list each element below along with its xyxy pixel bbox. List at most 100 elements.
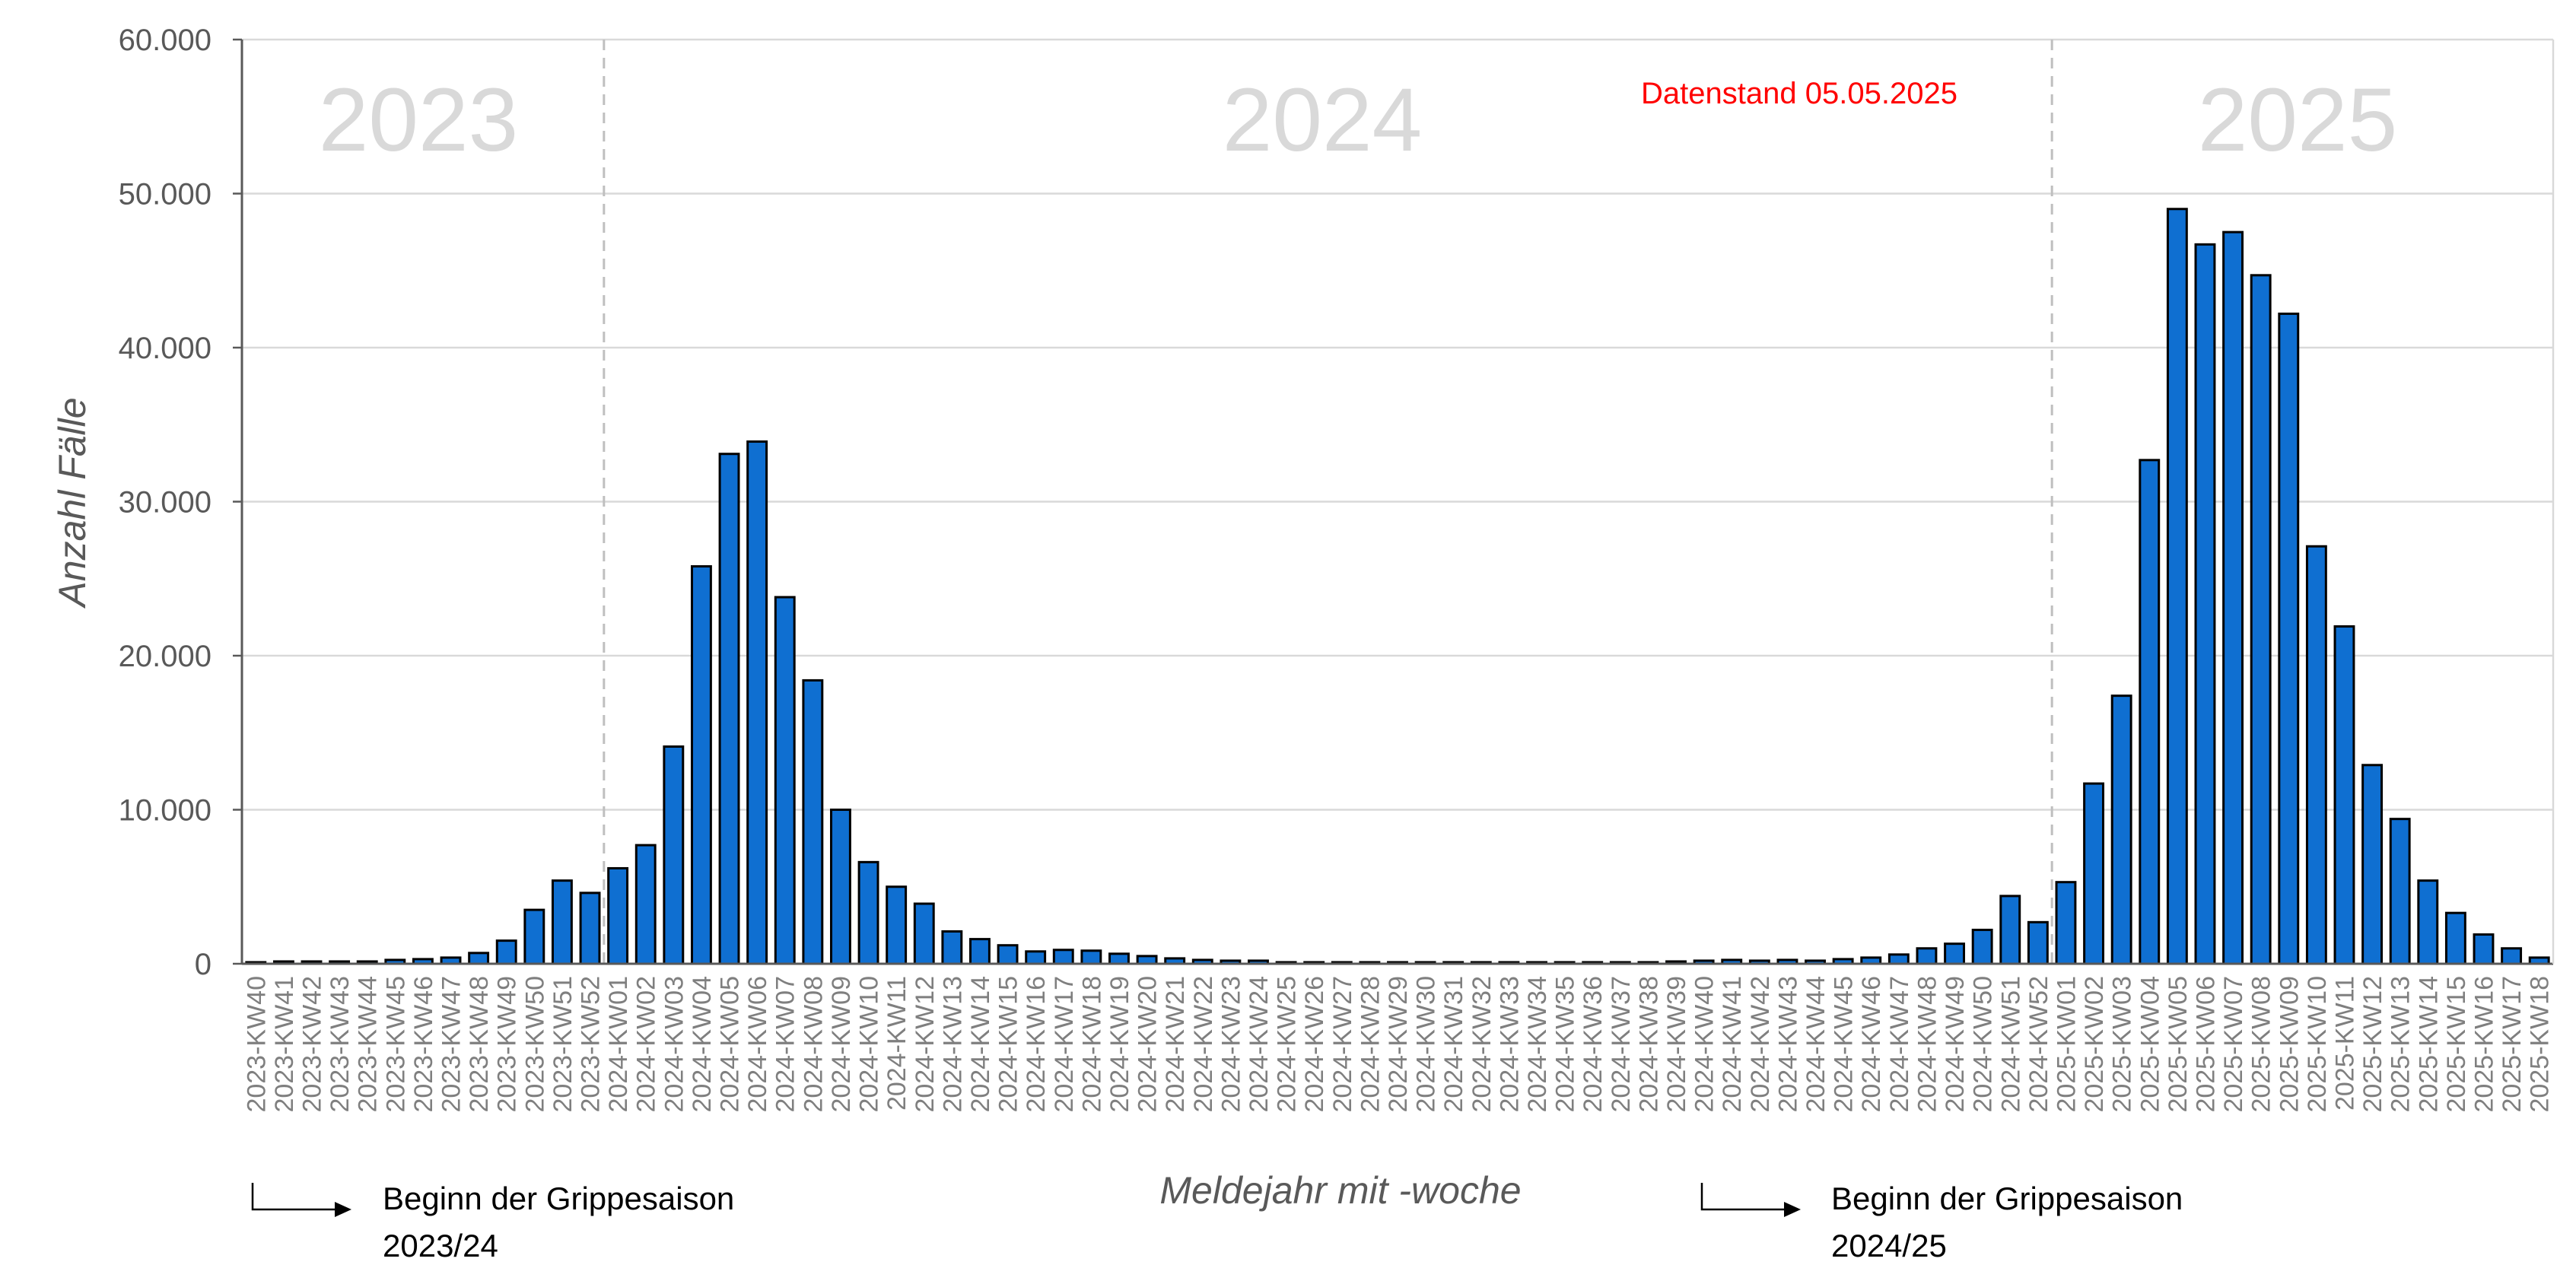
bar: [634, 844, 657, 965]
x-tick-label: 2024-KW09: [827, 976, 856, 1113]
y-tick-label: 60.000: [119, 24, 211, 57]
x-tick-label: 2023-KW44: [354, 976, 383, 1113]
x-tick-label: 2024-KW40: [1690, 976, 1719, 1113]
x-tick-label: 2025-KW07: [2219, 976, 2248, 1113]
season-start-2023: Beginn der Grippesaison 2023/24: [251, 1181, 734, 1263]
x-tick-label: 2024-KW45: [1830, 976, 1859, 1113]
bar: [495, 939, 517, 965]
x-tick-label: 2024-KW15: [994, 976, 1023, 1113]
bar: [718, 453, 740, 965]
y-tick-label: 50.000: [119, 178, 211, 211]
x-tick-label: 2025-KW13: [2387, 976, 2415, 1113]
x-tick-label: 2025-KW03: [2108, 976, 2137, 1113]
x-tick-label: 2024-KW35: [1551, 976, 1580, 1113]
bar: [774, 596, 796, 965]
bar: [2250, 274, 2272, 965]
bar: [1108, 952, 1130, 965]
x-tick-label: 2024-KW27: [1328, 976, 1357, 1113]
bar-series: [245, 208, 2550, 965]
x-axis-title: Meldejahr mit -woche: [1159, 1169, 1521, 1212]
bar: [551, 879, 573, 965]
x-tick-label: 2024-KW44: [1802, 976, 1830, 1113]
season-arrowhead-2023: [335, 1202, 351, 1217]
season-start-year-2023: 2023/24: [383, 1228, 498, 1263]
x-tick-label: 2024-KW03: [660, 976, 689, 1113]
bar: [2083, 782, 2105, 965]
year-label-2024: 2024: [1223, 70, 1423, 170]
y-tick-label: 10.000: [119, 794, 211, 828]
bar: [1080, 949, 1102, 965]
x-tick-label: 2024-KW20: [1134, 976, 1162, 1113]
x-tick-label: 2024-KW34: [1523, 976, 1552, 1113]
x-tick-label: 2024-KW39: [1662, 976, 1691, 1113]
x-tick-label: 2024-KW10: [855, 976, 884, 1113]
bar: [2027, 920, 2049, 965]
bar: [2305, 545, 2327, 965]
axes: [240, 40, 2555, 965]
bar: [1944, 942, 1965, 965]
bar: [2389, 818, 2411, 965]
x-tick-label: 2025-KW01: [2052, 976, 2081, 1113]
bar: [2055, 881, 2077, 965]
x-tick-label: 2024-KW17: [1050, 976, 1079, 1113]
x-tick-label: 2024-KW49: [1941, 976, 1970, 1113]
x-tick-label: 2024-KW18: [1077, 976, 1106, 1113]
bar: [1052, 949, 1074, 965]
bar: [1887, 953, 1910, 965]
x-tick-label: 2024-KW50: [1969, 976, 1998, 1113]
x-tick-label: 2024-KW30: [1412, 976, 1441, 1113]
x-tick-label: 2024-KW05: [716, 976, 745, 1113]
x-tick-label: 2025-KW18: [2526, 976, 2555, 1113]
x-tick-label: 2023-KW52: [577, 976, 606, 1113]
season-start-label-2024: Beginn der Grippesaison: [1831, 1181, 2183, 1216]
y-axis-ticks: 0 10.000 20.000 30.000 40.000 50.000 60.000: [119, 24, 242, 981]
year-separators: [603, 40, 2053, 964]
x-tick-label: 2024-KW42: [1746, 976, 1775, 1113]
year-label-2023: 2023: [319, 70, 519, 170]
x-tick-label: 2024-KW28: [1356, 976, 1385, 1113]
bar: [579, 891, 601, 965]
season-start-year-2024: 2024/25: [1831, 1228, 1947, 1263]
bar: [913, 902, 935, 965]
bar: [1025, 950, 1047, 965]
x-tick-label: 2024-KW06: [743, 976, 772, 1113]
bar: [746, 440, 768, 965]
x-tick-label: 2024-KW24: [1245, 976, 1274, 1113]
bar: [663, 745, 685, 965]
season-start-label-2023: Beginn der Grippesaison: [383, 1181, 734, 1216]
x-tick-label: 2025-KW14: [2414, 976, 2443, 1113]
year-label-2025: 2025: [2198, 70, 2398, 170]
bar: [2473, 933, 2495, 965]
bar: [802, 679, 824, 965]
y-tick-label: 20.000: [119, 640, 211, 673]
bar: [468, 952, 490, 965]
x-tick-label: 2025-KW02: [2080, 976, 2109, 1113]
bar: [941, 930, 963, 965]
bar: [2139, 459, 2161, 965]
bar: [607, 866, 629, 965]
bar: [2501, 947, 2523, 965]
bar: [857, 860, 879, 965]
bar: [523, 908, 545, 965]
y-tick-label: 0: [195, 948, 211, 981]
x-tick-label: 2024-KW33: [1495, 976, 1524, 1113]
x-tick-label: 2024-KW52: [2024, 976, 2053, 1113]
x-tick-label: 2024-KW25: [1273, 976, 1302, 1113]
x-tick-label: 2024-KW13: [938, 976, 967, 1113]
y-axis-title: Anzahl Fälle: [51, 397, 94, 609]
bar: [2278, 312, 2300, 965]
x-tick-label: 2023-KW43: [326, 976, 355, 1113]
y-tick-label: 30.000: [119, 486, 211, 520]
x-tick-label: 2024-KW14: [966, 976, 995, 1113]
x-tick-label: 2024-KW02: [632, 976, 661, 1113]
bar: [690, 565, 712, 965]
bar: [830, 809, 851, 965]
x-tick-label: 2024-KW21: [1161, 976, 1190, 1113]
bar: [2166, 208, 2188, 965]
x-tick-label: 2025-KW17: [2498, 976, 2527, 1113]
x-tick-label: 2024-KW32: [1468, 976, 1496, 1113]
x-tick-label: 2025-KW04: [2136, 976, 2164, 1113]
x-tick-label: 2024-KW07: [771, 976, 800, 1113]
x-tick-label: 2024-KW19: [1105, 976, 1134, 1113]
